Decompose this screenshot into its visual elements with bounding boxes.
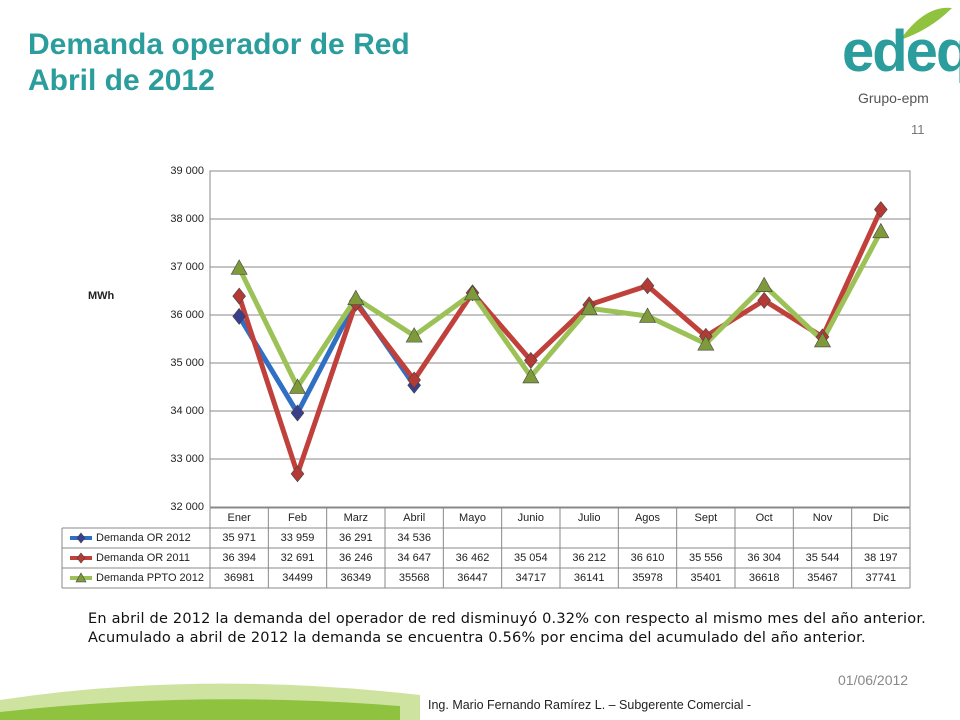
marker: [755, 276, 773, 293]
x-tick-label: Agos: [635, 512, 661, 524]
table-value: 36 246: [339, 552, 373, 564]
y-tick-label: 35 000: [170, 357, 204, 369]
y-axis-label: MWh: [88, 290, 115, 302]
footer: Ing. Mario Fernando Ramírez L. – Subgere…: [428, 698, 752, 712]
marker: [347, 289, 365, 305]
table-value: 35467: [807, 572, 838, 584]
y-tick-label: 34 000: [170, 405, 204, 417]
x-tick-label: Dic: [873, 512, 889, 524]
marker: [405, 327, 423, 343]
group-name: Grupo-epm: [858, 90, 929, 106]
marker: [697, 335, 715, 351]
series-line: [236, 230, 884, 390]
legend-marker: [75, 572, 87, 583]
y-tick-label: 33 000: [170, 453, 204, 465]
marker: [288, 378, 307, 394]
marker: [640, 277, 655, 295]
table-value: 36 610: [631, 552, 665, 564]
series-line: [236, 208, 884, 477]
paragraph: En abril de 2012 la demanda del operador…: [88, 611, 926, 646]
table-value: 36981: [224, 572, 255, 584]
table-value: 33 959: [281, 532, 315, 544]
table-value: 38 197: [864, 552, 898, 564]
legend-label: Demanda OR 2012: [96, 532, 191, 544]
y-tick-label: 37 000: [170, 261, 204, 273]
x-tick-label: Oct: [756, 512, 773, 524]
title: Demanda operador de Red: [28, 28, 410, 61]
marker: [580, 299, 598, 315]
table-value: 35978: [632, 572, 663, 584]
marker: [872, 222, 890, 239]
table-value: 35568: [399, 572, 430, 584]
table-value: 36 291: [339, 532, 373, 544]
x-tick-label: Ener: [228, 512, 252, 524]
marker: [232, 307, 246, 325]
table-value: 36141: [574, 572, 605, 584]
marker: [522, 367, 540, 384]
legend-marker: [76, 552, 86, 564]
x-tick-label: Junio: [518, 512, 544, 524]
table-value: 35401: [691, 572, 722, 584]
title: Abril de 2012: [28, 64, 215, 97]
legend-label: Demanda OR 2011: [96, 552, 190, 564]
logo-leaf: [900, 7, 952, 40]
marker: [874, 201, 888, 219]
x-tick-label: Julio: [578, 512, 601, 524]
marker: [290, 465, 305, 483]
table-value: 34 647: [397, 552, 431, 564]
marker: [813, 331, 832, 348]
x-tick-label: Abril: [403, 512, 425, 524]
table-value: 34 536: [397, 532, 431, 544]
table-value: 35 054: [514, 552, 548, 564]
legend-marker: [76, 532, 86, 544]
marker: [638, 307, 657, 323]
x-tick-label: Nov: [813, 512, 833, 524]
table-value: 34499: [282, 572, 313, 584]
table-value: 36 394: [222, 552, 256, 564]
marker: [232, 287, 246, 305]
table-value: 35 544: [806, 552, 840, 564]
marker: [290, 404, 305, 422]
marker: [463, 284, 482, 301]
legend-label: Demanda PPTO 2012: [96, 572, 204, 584]
table-value: 34717: [516, 572, 547, 584]
marker: [230, 259, 248, 275]
y-tick-label: 36 000: [170, 309, 204, 321]
table-value: 35 971: [222, 532, 256, 544]
logo: edeq: [842, 19, 960, 84]
table-value: 36 462: [456, 552, 490, 564]
decor-swoosh: [0, 699, 400, 720]
table-value: 36349: [341, 572, 372, 584]
table-value: 36 304: [747, 552, 781, 564]
table-value: 37741: [866, 572, 897, 584]
x-tick-label: Marz: [344, 512, 368, 524]
marker: [757, 291, 771, 309]
page-number: 11: [911, 122, 925, 137]
y-tick-label: 32 000: [170, 501, 204, 513]
x-tick-label: Sept: [695, 512, 718, 524]
table-value: 36618: [749, 572, 780, 584]
y-tick-label: 39 000: [170, 165, 204, 177]
date: 01/06/2012: [838, 672, 909, 688]
x-tick-label: Feb: [288, 512, 307, 524]
table-value: 36 212: [572, 552, 606, 564]
marker: [407, 371, 421, 389]
x-tick-label: Mayo: [459, 512, 486, 524]
table-value: 32 691: [281, 552, 315, 564]
y-tick-label: 38 000: [170, 213, 204, 225]
table-value: 36447: [457, 572, 488, 584]
table-value: 35 556: [689, 552, 723, 564]
